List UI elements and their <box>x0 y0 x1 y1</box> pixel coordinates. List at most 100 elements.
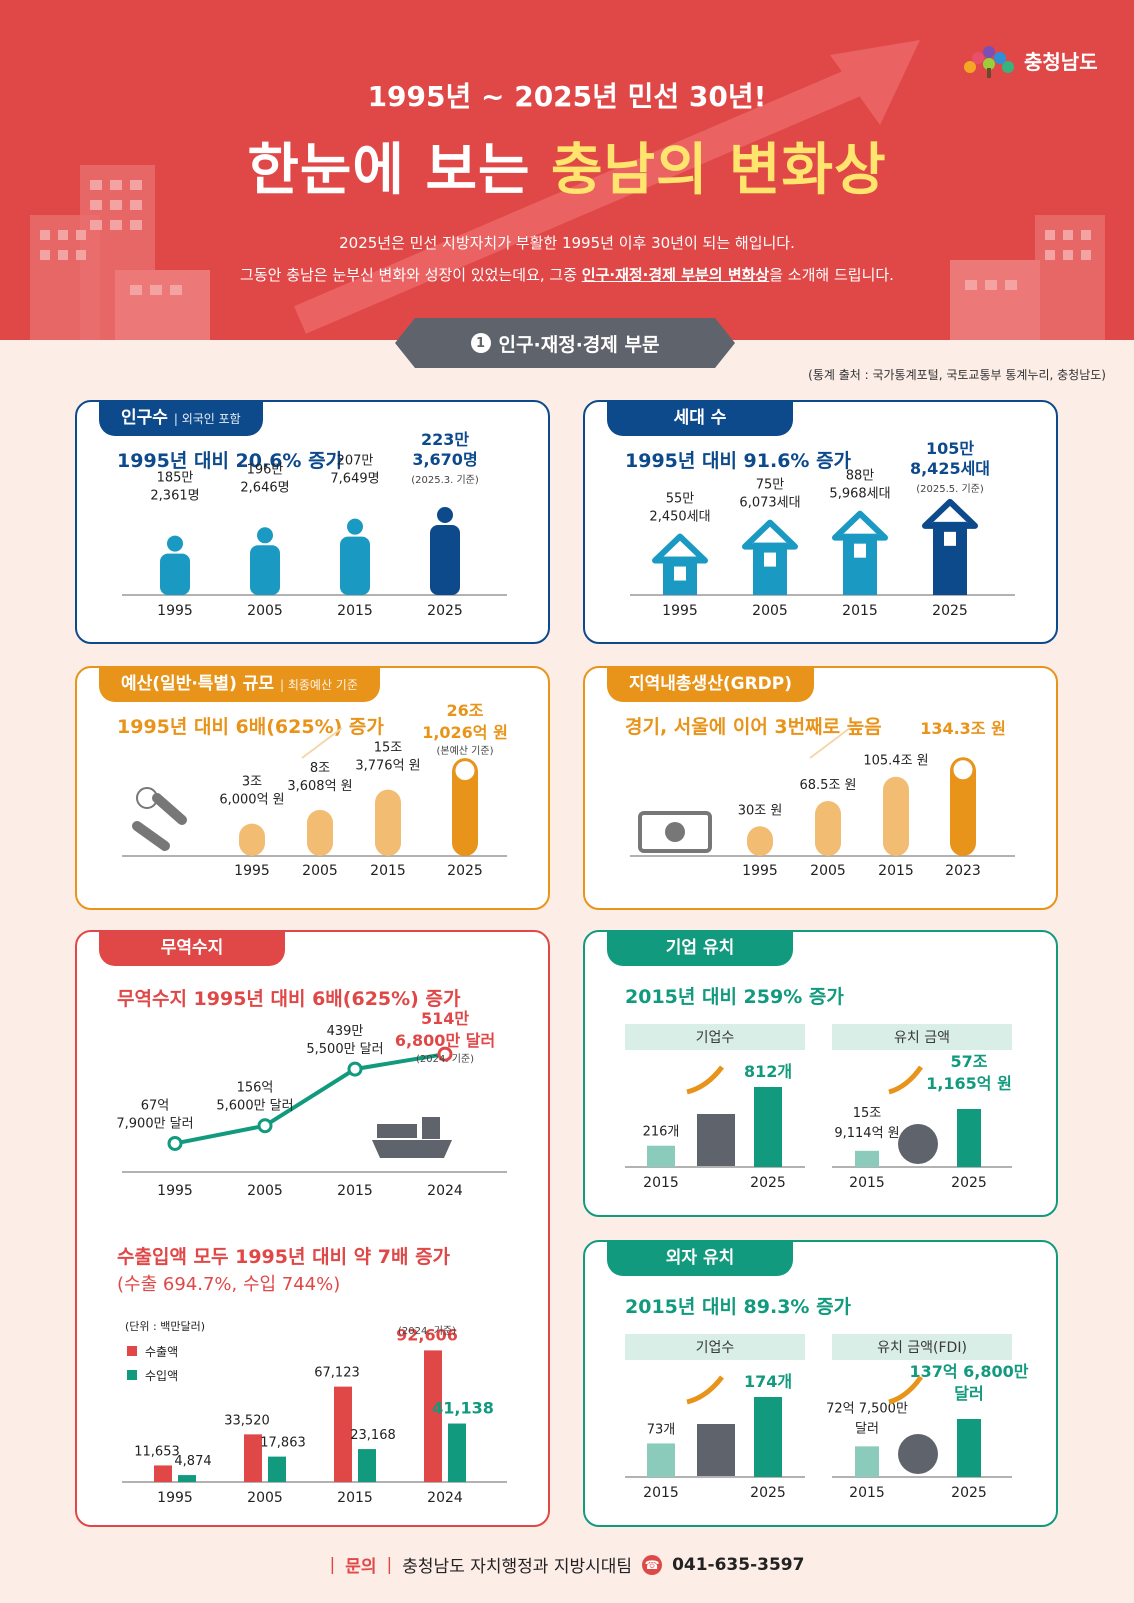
logo-text: 충청남도 <box>1024 49 1098 74</box>
population-year-label: 2005 <box>247 603 283 619</box>
corp-box-label: 기업수 <box>696 1030 735 1046</box>
fdi-amount-label: 137억 6,800만 <box>909 1362 1028 1381</box>
corp-card: 기업 유치 2015년 대비 259% 증가 기업수 유치 금액 2015 216개 2… <box>583 930 1058 1217</box>
budget-value-label: 3조 <box>242 775 262 790</box>
trade-card: 무역수지 무역수지 1995년 대비 6배(625%) 증가 수출입액 모두 1… <box>75 930 550 1527</box>
corp-amount-year: 2025 <box>951 1175 987 1191</box>
import-value-label: 23,168 <box>350 1428 396 1443</box>
exim-year-label: 1995 <box>157 1490 193 1506</box>
population-bar <box>340 536 370 595</box>
budget-tab-note: | 최종예산 기준 <box>279 678 358 692</box>
footer-dept: 충청남도 자치행정과 지방시대팀 <box>402 1557 633 1577</box>
house-body <box>843 533 877 595</box>
fdi-card: 외자 유치 2015년 대비 89.3% 증가 기업수 유치 금액(FDI) 201… <box>583 1240 1058 1527</box>
trade-note: (2024. 기준) <box>416 1053 474 1065</box>
import-bar <box>448 1423 466 1482</box>
trade-headline-2a: 수출입액 모두 1995년 대비 약 7배 증가 <box>117 1246 451 1268</box>
budget-value-label: 8조 <box>310 761 330 776</box>
population-value-label: 2,361명 <box>150 489 199 504</box>
population-headline: 1995년 대비 20.6% 증가 <box>117 450 344 472</box>
grdp-chart: 1995 30조 원 2005 68.5조 원 2015 105.4조 원 2023 134.… <box>630 719 1015 879</box>
won-coin-icon <box>950 757 976 783</box>
population-value-label: 7,649명 <box>330 472 379 487</box>
budget-year-label: 2015 <box>370 863 406 879</box>
population-value-label: 223만 <box>421 430 469 449</box>
trade-headline-2b: (수출 694.7%, 수입 744%) <box>117 1274 341 1295</box>
footer-divider-left: | <box>329 1554 336 1575</box>
fdi-count-year: 2015 <box>643 1485 679 1501</box>
section-badge <box>395 318 735 368</box>
exim-year-label: 2005 <box>247 1490 283 1506</box>
house-roof-icon <box>652 533 708 564</box>
population-chart: 1995 185만 2,361명 2005 196만 2,646명 2015 207만 7,64… <box>122 430 507 619</box>
corp-headline: 2015년 대비 259% 증가 <box>625 986 844 1008</box>
growth-arrow-icon <box>888 1065 924 1095</box>
population-bar <box>430 524 460 595</box>
households-year-label: 2025 <box>932 603 968 619</box>
footer-phone[interactable]: 041-635-3597 <box>672 1554 805 1575</box>
person-head-icon <box>257 527 273 544</box>
trade-point <box>167 1135 183 1151</box>
fdi-box-label: 유치 금액(FDI) <box>877 1340 967 1356</box>
households-year-label: 2015 <box>842 603 878 619</box>
population-bar <box>250 545 280 595</box>
trade-value-label: 514만 <box>421 1009 469 1028</box>
grdp-year-label: 2005 <box>810 863 846 879</box>
budget-tab-label: 예산(일반·특별) 규모 <box>121 674 275 694</box>
house-window-icon <box>764 552 776 567</box>
fdi-box-label: 기업수 <box>696 1340 735 1356</box>
corp-amount-label: 9,114억 원 <box>834 1126 899 1141</box>
corp-amount-year: 2015 <box>849 1175 885 1191</box>
population-year-label: 2025 <box>427 603 463 619</box>
population-tab-label: 인구수 <box>121 408 168 428</box>
households-value-label: 2,450세대 <box>649 510 710 525</box>
fdi-count-year: 2025 <box>750 1485 786 1501</box>
budget-chart: 1995 3조 6,000억 원 2005 8조 3,608억 원 2015 15조 3,776… <box>122 701 508 879</box>
budget-bar <box>307 809 333 856</box>
fdi-amount-label: 달러 <box>954 1384 983 1403</box>
households-chart: 1995 55만 2,450세대 2005 75만 6,073세대 2015 88만 5,968… <box>630 439 1015 619</box>
grdp-bar <box>747 826 773 856</box>
logo: 충청남도 <box>960 40 1110 80</box>
trade-value-label: 5,600만 달러 <box>216 1099 293 1114</box>
legend-import-label: 수입액 <box>145 1369 178 1383</box>
corp-tab: 기업 유치 <box>607 930 793 966</box>
households-year-label: 2005 <box>752 603 788 619</box>
population-value-label: 185만 <box>157 471 194 486</box>
grdp-bar <box>950 757 976 856</box>
header-desc-2c: 을 소개해 드립니다. <box>769 266 894 284</box>
trade-value-label: 439만 <box>327 1024 364 1039</box>
population-note: (2025.3. 기준) <box>411 474 479 486</box>
corp-box-header <box>625 1024 805 1050</box>
footer-divider-right: | <box>386 1554 393 1575</box>
header-desc-2a: 그동안 충남은 눈부신 변화와 성장이 있었는데요, 그중 <box>240 266 582 284</box>
import-value-label: 4,874 <box>174 1454 211 1469</box>
grdp-year-label: 2015 <box>878 863 914 879</box>
budget-value-label: 1,026억 원 <box>422 723 508 742</box>
households-card: 세대 수 1995년 대비 91.6% 증가 1995 55만 2,450세대 200… <box>583 400 1058 644</box>
population-value-label: 3,670명 <box>412 450 477 469</box>
population-bar <box>160 553 190 595</box>
trade-chart: 1995 67억 7,900만 달러 2005 156억 5,600만 달러 2015 439… <box>116 1009 507 1506</box>
banknote-icon <box>665 822 685 842</box>
export-bar <box>244 1434 262 1482</box>
house-body <box>753 542 787 595</box>
money-bag-icon <box>898 1124 938 1164</box>
grdp-tab: 지역내총생산(GRDP) <box>607 666 814 702</box>
trade-year-label: 1995 <box>157 1183 193 1199</box>
budget-tab: 예산(일반·특별) 규모 | 최종예산 기준 <box>99 666 380 702</box>
grdp-value-label: 68.5조 원 <box>800 778 857 793</box>
trade-value-label: 5,500만 달러 <box>306 1042 383 1057</box>
trade-year-label: 2015 <box>337 1183 373 1199</box>
population-value-label: 2,646명 <box>240 480 289 495</box>
trade-headline: 무역수지 1995년 대비 6배(625%) 증가 <box>117 988 461 1010</box>
corp-count-label: 216개 <box>643 1125 680 1140</box>
corp-box-label: 유치 금액 <box>894 1030 950 1046</box>
trade-point <box>437 1046 453 1062</box>
fdi-amount-label: 달러 <box>855 1421 879 1436</box>
page-title-b: 충남의 변화상 <box>550 138 887 203</box>
fdi-amount-year: 2025 <box>951 1485 987 1501</box>
legend-export-swatch <box>127 1346 137 1356</box>
households-headline: 1995년 대비 91.6% 증가 <box>625 450 852 472</box>
cargo-ship-icon <box>422 1117 440 1139</box>
